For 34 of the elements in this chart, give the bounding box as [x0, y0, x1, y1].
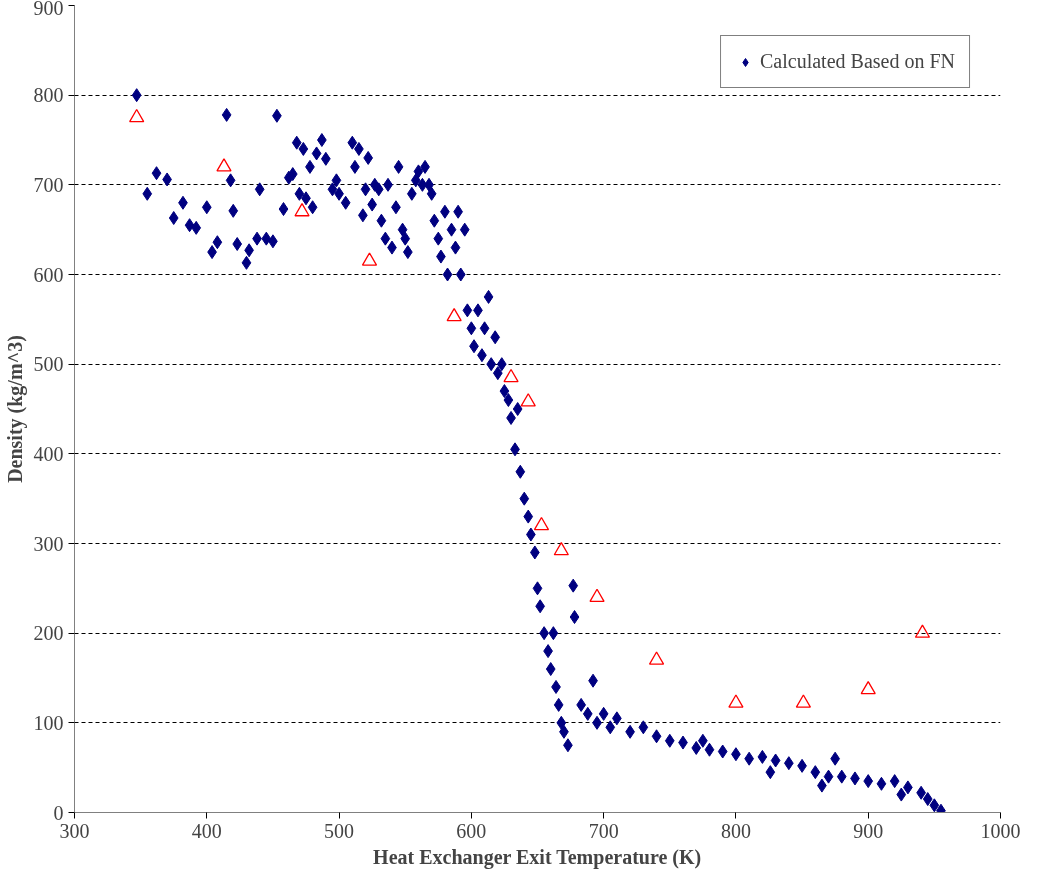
- point: [589, 588, 605, 602]
- x-tick-label: 400: [191, 819, 222, 842]
- x-axis-title: Heat Exchanger Exit Temperature (K): [373, 845, 702, 869]
- y-axis-title: Density (kg/m^3): [3, 335, 27, 483]
- legend-label: Calculated Based on FN: [760, 50, 955, 73]
- point: [446, 307, 462, 322]
- point: [728, 694, 744, 708]
- y-tick-label: 100: [33, 711, 64, 734]
- x-tick-label: 900: [853, 819, 884, 842]
- y-tick-label: 300: [33, 532, 64, 555]
- point: [294, 203, 310, 217]
- y-tick-label: 600: [33, 263, 64, 286]
- x-tick-label: 500: [324, 819, 355, 842]
- y-tick-label: 900: [33, 0, 64, 19]
- y-tick-label: 800: [33, 84, 64, 107]
- y-tick-label: 400: [33, 442, 64, 465]
- point: [361, 252, 378, 266]
- point: [216, 158, 232, 172]
- point: [860, 680, 876, 695]
- point: [503, 368, 519, 383]
- point: [914, 624, 931, 638]
- x-tick-label: 800: [720, 819, 751, 842]
- y-tick-label: 200: [33, 622, 64, 645]
- y-tick-label: 500: [33, 353, 64, 376]
- point: [553, 541, 569, 556]
- point: [648, 651, 665, 665]
- y-tick-label: 700: [33, 173, 64, 196]
- point: [533, 516, 550, 531]
- point: [520, 393, 536, 407]
- point: [795, 694, 812, 708]
- x-tick-label: 700: [588, 819, 619, 842]
- point: [129, 108, 145, 123]
- x-tick-label: 1000: [980, 819, 1021, 842]
- x-tick-label: 600: [456, 819, 487, 842]
